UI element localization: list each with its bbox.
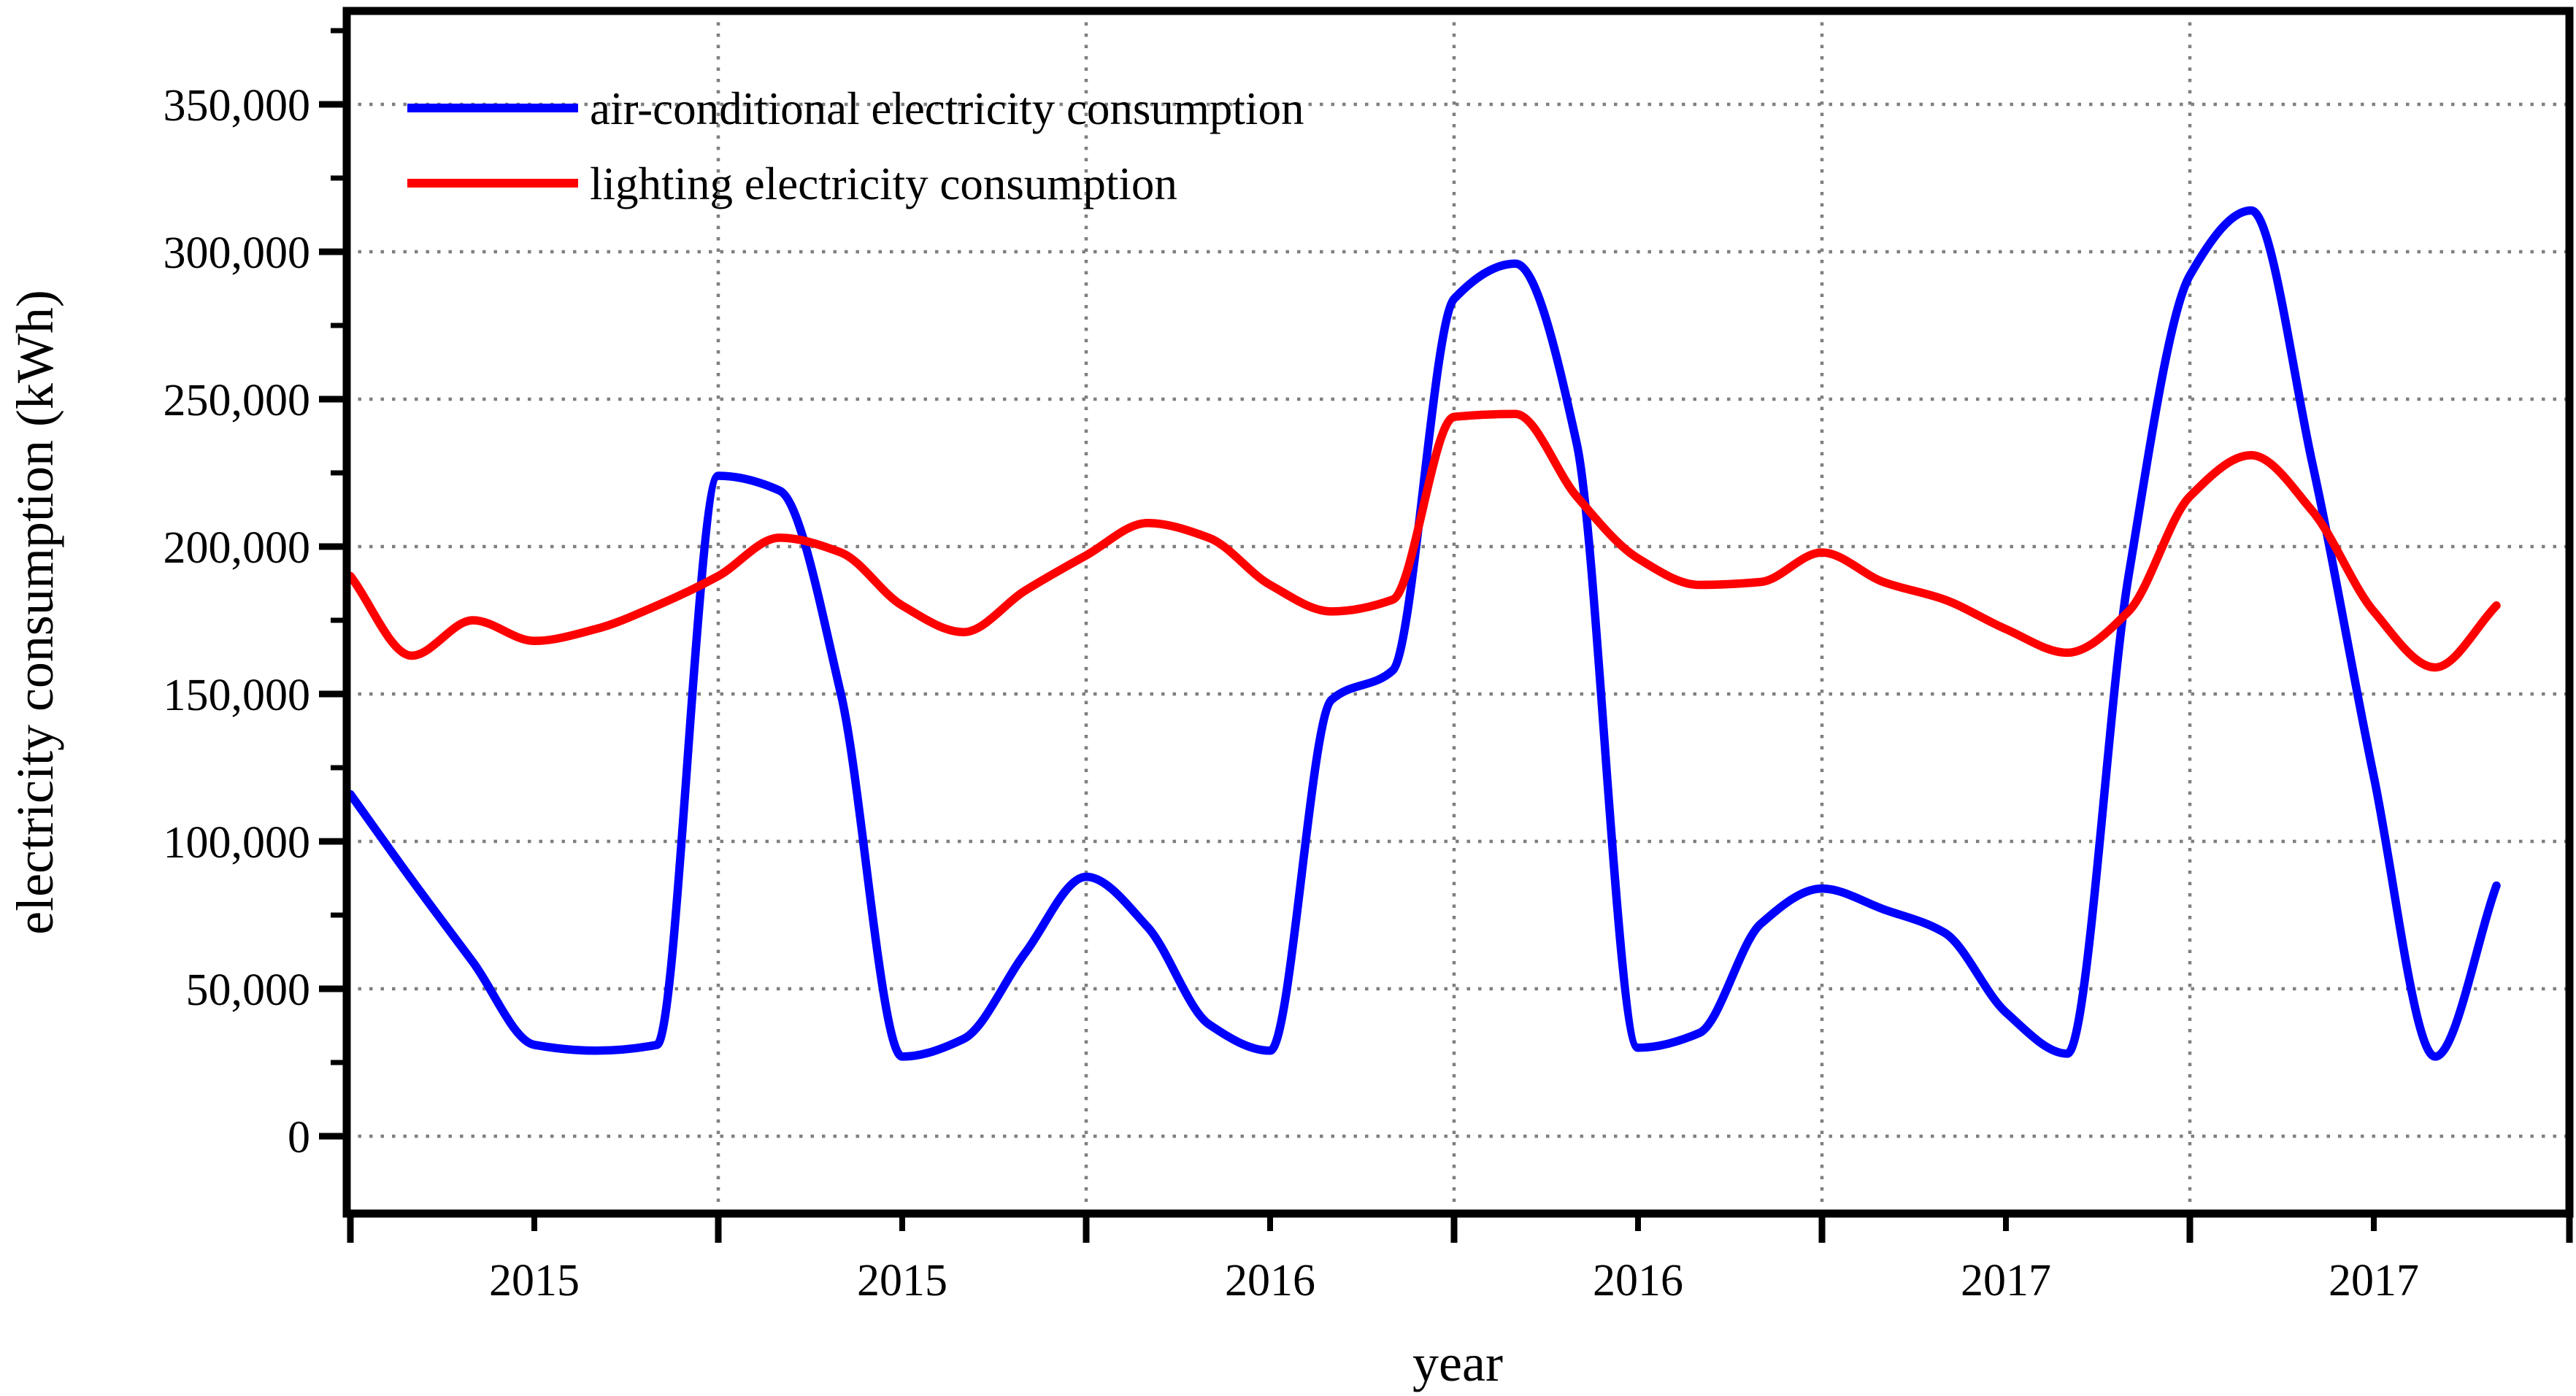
tick-layer	[319, 28, 2573, 1243]
series-line-air-conditional	[346, 206, 2501, 1061]
x-tick-label: 2016	[1225, 1256, 1315, 1306]
x-tick-label: 2017	[1961, 1256, 2051, 1306]
y-tick-label: 150,000	[164, 671, 311, 720]
legend-item-label: air-conditional electricity consumption	[590, 83, 1304, 134]
y-tick-label: 200,000	[164, 523, 311, 573]
y-tick-label: 50,000	[186, 965, 311, 1015]
plot-frame	[342, 7, 2574, 1218]
x-tick-label: 2015	[489, 1256, 580, 1306]
grid-layer	[347, 11, 2569, 1214]
x-tick-label: 2017	[2329, 1256, 2419, 1306]
y-axis-title: electricity consumption (kWh)	[6, 290, 64, 935]
y-tick-label: 300,000	[164, 228, 311, 278]
legend: air-conditional electricity consumption l…	[407, 83, 1304, 209]
x-tick-label: 2016	[1593, 1256, 1683, 1306]
y-tick-label: 350,000	[164, 81, 311, 131]
legend-item-label: lighting electricity consumption	[590, 158, 1177, 209]
y-tick-label: 100,000	[164, 818, 311, 868]
y-tick-label: 250,000	[164, 376, 311, 425]
x-axis-title: year	[1412, 1334, 1503, 1392]
y-tick-label: 0	[288, 1113, 310, 1162]
x-tick-label: 2015	[857, 1256, 947, 1306]
series-layer	[346, 206, 2501, 1061]
tick-label-layer: 0 50,000 100,000 150,000 200,000 250,000 300,0…	[164, 81, 2420, 1306]
series-line-lighting	[346, 409, 2501, 672]
